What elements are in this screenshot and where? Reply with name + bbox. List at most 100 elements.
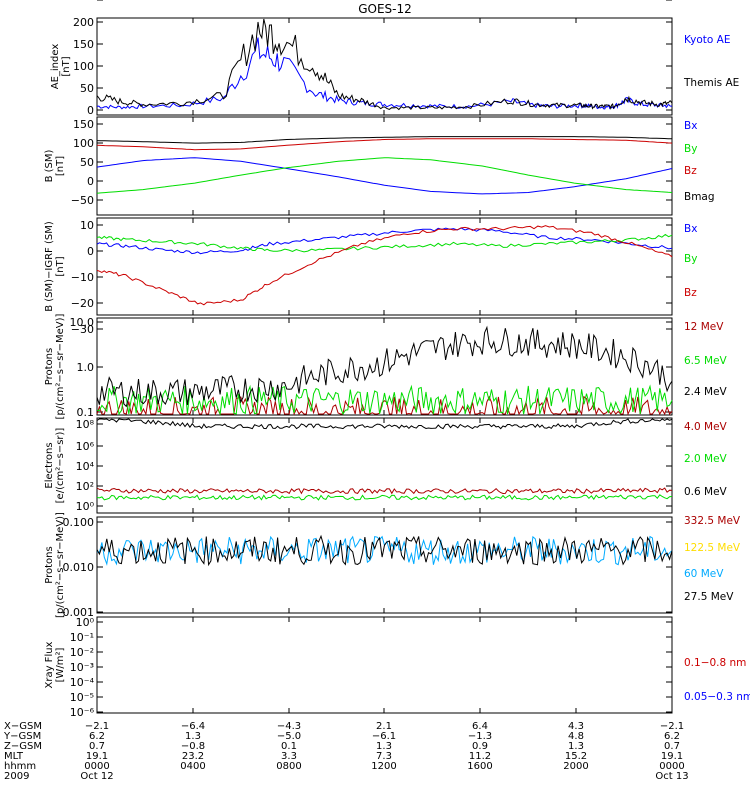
y-axis-label: [nT] — [55, 156, 66, 176]
ephemeris-cell: −6.1 — [372, 731, 396, 742]
ephemeris-cell: 0.7 — [89, 741, 105, 752]
ephemeris-cell: −0.8 — [181, 741, 205, 752]
series-line — [96, 157, 673, 195]
legend-entry: 332.5 MeV — [684, 515, 741, 527]
ephemeris-cell: 3.3 — [281, 751, 297, 762]
ephemeris-cell: 0800 — [276, 761, 301, 772]
panel-ae: 200 150 100 50 0 AE_index [nT] Kyoto AE Themis A… — [50, 16, 739, 117]
y-tick-label: 50 — [80, 82, 94, 95]
legend-entry: By — [684, 253, 697, 265]
y-tick-label: 10.0 — [70, 316, 95, 329]
plot-frame — [96, 516, 673, 614]
ephemeris-cell: 15.2 — [565, 751, 587, 762]
y-tick-label: −20 — [71, 297, 94, 310]
y-tick-label: 10⁰ — [76, 616, 95, 629]
ephemeris-cell: 1.3 — [185, 731, 201, 742]
y-axis-label: Xray Flux — [44, 641, 55, 688]
panel-protons2: 0.100 0.010 0.001 Protons [p/(cm²−s−sr−MeV)]… — [44, 512, 741, 619]
y-tick-label: 0.010 — [63, 561, 95, 574]
legend-entry: By — [684, 143, 697, 155]
y-axis-label: [p/(cm²−s−sr−MeV)] — [55, 313, 66, 419]
ephemeris-cell: 19.1 — [86, 751, 108, 762]
ephemeris-cell: 2.1 — [376, 721, 392, 732]
ephemeris-cell: −1.3 — [468, 731, 492, 742]
ephemeris-cell: 6.2 — [664, 731, 680, 742]
y-tick-label: 10 — [80, 219, 94, 232]
legend-entry: 12 MeV — [684, 321, 724, 333]
ephemeris-cell: 4.8 — [568, 731, 584, 742]
series-line — [96, 18, 673, 111]
ephemeris-cell: −4.3 — [277, 721, 301, 732]
series-line — [96, 233, 673, 253]
legend-entry: Bz — [684, 287, 697, 299]
y-tick-label: 10² — [76, 480, 94, 493]
y-tick-label: 50 — [80, 156, 94, 169]
y-axis-label: AE_index — [50, 44, 61, 90]
legend-entry: Bz — [684, 165, 697, 177]
y-tick-label: 0 — [87, 245, 94, 258]
y-tick-label: −100 — [64, 0, 94, 3]
series-line — [96, 225, 673, 306]
ephemeris-cell: −6.4 — [181, 721, 205, 732]
y-tick-label: 0 — [87, 175, 94, 188]
plot-frame — [96, 17, 673, 116]
ephemeris-row-label: hhmm — [4, 761, 36, 772]
ephemeris-cell: 1.3 — [376, 741, 392, 752]
y-axis-label: [e/(cm²−s−sr)] — [55, 428, 66, 504]
y-tick-label: 10⁴ — [76, 460, 95, 473]
y-axis-label: Protons — [44, 546, 55, 583]
series-line — [96, 487, 673, 495]
y-axis-label: [nT] — [55, 256, 66, 276]
series-line — [96, 136, 673, 144]
y-tick-label: −50 — [71, 194, 94, 207]
series-line — [96, 418, 673, 430]
legend-entry: 2.0 MeV — [684, 453, 728, 465]
y-tick-label: 0 — [87, 104, 94, 117]
y-tick-label: 1.0 — [77, 361, 95, 374]
ephemeris-cell: 19.1 — [661, 751, 683, 762]
legend-entry: 27.5 MeV — [684, 591, 734, 603]
ephemeris-cell: 1600 — [467, 761, 492, 772]
legend-entry: 122.5 MeV — [684, 542, 741, 554]
ephemeris-cell: 0.1 — [281, 741, 297, 752]
y-axis-label: [p/(cm²−s−sr−MeV)] — [55, 512, 66, 618]
legend-entry: 2.4 MeV — [684, 386, 728, 398]
ephemeris-cell: 23.2 — [182, 751, 204, 762]
y-tick-label: 0.001 — [63, 606, 95, 619]
y-tick-label: 10⁻⁵ — [70, 691, 94, 704]
y-axis-label: [nT] — [61, 56, 72, 76]
ephemeris-cell: 0.7 — [664, 741, 680, 752]
y-axis-label: Electrons — [44, 442, 55, 488]
panel-bigrf: 10 0 −10 −20 −30 B (SM)−IGRF (SM) [nT] Bx By Bz — [44, 217, 697, 336]
series-line — [96, 37, 673, 110]
legend-entry: 0.6 MeV — [684, 486, 728, 498]
y-tick-label: −30 — [71, 323, 94, 336]
ephemeris-cell: 0.9 — [472, 741, 488, 752]
ephemeris-cell: 1200 — [371, 761, 396, 772]
plot-frame — [96, 616, 673, 714]
y-axis-label: Protons — [44, 348, 55, 385]
y-tick-label: 200 — [73, 16, 94, 29]
y-tick-label: 10⁸ — [76, 418, 95, 431]
ephemeris-row-label: Y−GSM — [3, 731, 41, 742]
legend-entry: Bx — [684, 223, 697, 235]
y-axis-label: B (SM) — [44, 149, 55, 182]
y-tick-label: 0.1 — [77, 406, 95, 419]
y-axis-label: B (SM)−IGRF (SM) — [44, 221, 55, 312]
panel-protons1: 10.0 1.0 0.1 Protons [p/(cm²−s−sr−MeV)] 12 Me… — [44, 313, 728, 419]
ephemeris-cell: 11.2 — [469, 751, 491, 762]
y-tick-label: 10⁰ — [76, 500, 95, 513]
y-tick-label: 10⁻² — [70, 646, 94, 659]
ephemeris-cell: 4.3 — [568, 721, 584, 732]
legend-entry: 0.1−0.8 nm — [684, 657, 746, 669]
ephemeris-cell: −5.0 — [277, 731, 301, 742]
legend-entry: Themis AE — [683, 77, 739, 89]
legend-entry: 6.5 MeV — [684, 355, 728, 367]
plot-frame — [96, 417, 673, 514]
ephemeris-cell: 7.3 — [376, 751, 392, 762]
legend-entry: 4.0 MeV — [684, 421, 728, 433]
panel-xray: 10⁰ 10⁻¹ 10⁻² 10⁻³ 10⁻⁴ 10⁻⁵ 10⁻⁶ Xray Flux [W/m… — [44, 616, 750, 719]
y-tick-label: 150 — [73, 118, 94, 131]
legend-entry: Bmag — [684, 191, 715, 203]
